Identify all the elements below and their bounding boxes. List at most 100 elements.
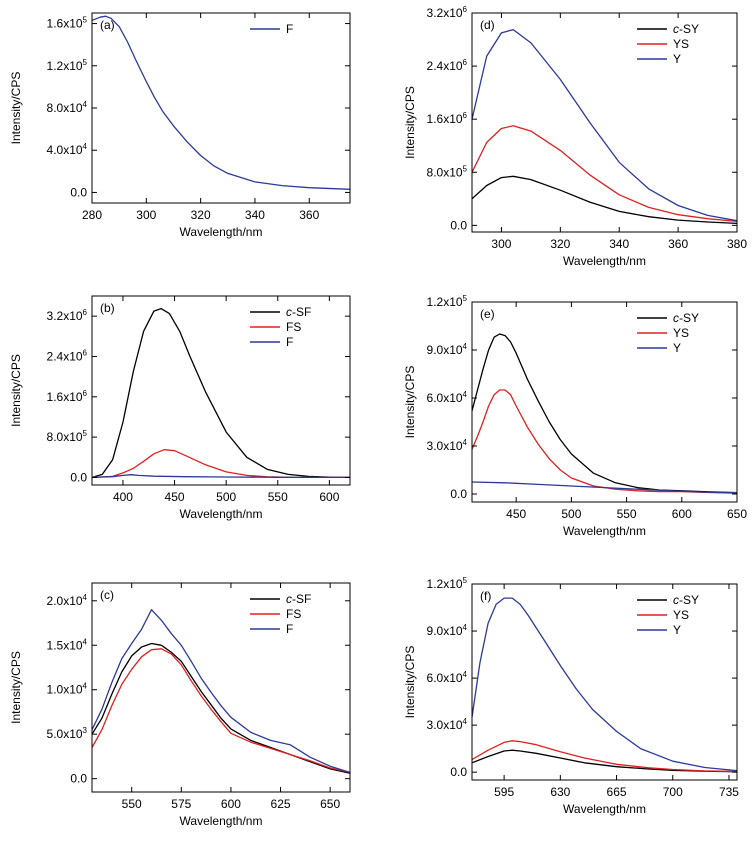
y-tick-label: 0.0	[70, 470, 87, 484]
chart-panel: 450 500 550 600 650 0.0 3.0x104 6.0x104 9.0x104 1…	[403, 294, 747, 538]
y-tick-label: 0.0	[70, 772, 87, 786]
panel-label: (a)	[100, 18, 115, 32]
y-axis-label: Intensity/CPS	[9, 354, 23, 427]
legend-label: F	[286, 622, 293, 636]
legend-label: c-SY	[673, 311, 699, 325]
plot-frame	[471, 583, 738, 781]
panel-label: (d)	[480, 18, 495, 32]
x-tick-label: 340	[245, 208, 265, 222]
legend-label: c-SF	[286, 305, 311, 319]
y-tick-label: 8.0x105	[427, 164, 468, 179]
legend-label: Y	[673, 52, 681, 66]
x-tick-label: 735	[719, 785, 739, 799]
x-tick-label: 500	[561, 507, 581, 521]
x-tick-label: 595	[494, 785, 514, 799]
y-axis-label: Intensity/CPS	[9, 651, 23, 724]
chart-panel: 400 450 500 550 600 0.0 8.0x105 1.6x106 2.4x106 3…	[9, 295, 351, 521]
legend-label: c-SF	[286, 592, 311, 606]
y-tick-label: 0.0	[450, 218, 467, 232]
chart-panel: 300 320 340 360 380 0.0 8.0x105 1.6x106 2.4x106 3…	[403, 5, 747, 268]
y-axis-label: Intensity/CPS	[403, 86, 417, 159]
x-tick-label: 650	[727, 507, 747, 521]
y-tick-label: 8.0x105	[47, 429, 88, 444]
series-line	[92, 15, 350, 190]
plot-frame	[471, 12, 738, 233]
x-tick-label: 280	[82, 208, 102, 222]
y-tick-label: 3.0x104	[427, 717, 468, 732]
chart-panel: 595 630 665 700 735 0.0 3.0x104 6.0x104 9.0x104 1…	[403, 576, 739, 816]
x-axis-label: Wavelength/nm	[180, 814, 263, 828]
x-tick-label: 300	[491, 237, 511, 251]
y-tick-label: 9.0x104	[427, 342, 468, 357]
y-tick-label: 4.0x104	[47, 142, 88, 157]
y-tick-label: 2.0x104	[47, 593, 88, 608]
x-tick-label: 550	[268, 490, 288, 504]
panel-label: (e)	[480, 307, 495, 321]
y-tick-label: 3.0x104	[427, 438, 468, 453]
legend-label: c-SY	[673, 593, 699, 607]
series-line	[92, 648, 350, 774]
x-tick-label: 600	[319, 490, 339, 504]
legend-label: Y	[673, 341, 681, 355]
series-line	[92, 307, 350, 479]
series-line	[472, 597, 737, 772]
series-line	[472, 333, 737, 494]
y-tick-label: 1.6x106	[47, 389, 88, 404]
x-tick-label: 550	[122, 797, 142, 811]
y-tick-label: 2.4x106	[427, 58, 468, 73]
series-line	[472, 28, 737, 222]
legend-label: YS	[673, 326, 689, 340]
chart-panel: 280 300 320 340 360 0.0 4.0x104 8.0x104 1.2x105 1…	[9, 12, 351, 239]
plot-frame	[91, 12, 351, 204]
x-tick-label: 320	[191, 208, 211, 222]
x-tick-label: 380	[727, 237, 747, 251]
panel-label: (b)	[100, 301, 115, 315]
y-tick-label: 1.6x105	[47, 16, 88, 31]
y-tick-label: 5.0x103	[47, 726, 88, 741]
plot-frame	[471, 301, 738, 503]
x-tick-label: 400	[113, 490, 133, 504]
series-line	[92, 474, 350, 479]
y-axis-label: Intensity/CPS	[403, 366, 417, 439]
y-tick-label: 1.6x106	[427, 111, 468, 126]
y-tick-label: 1.2x105	[427, 294, 468, 309]
x-tick-label: 650	[320, 797, 340, 811]
y-tick-label: 0.0	[450, 487, 467, 501]
x-tick-label: 360	[299, 208, 319, 222]
x-tick-label: 450	[165, 490, 185, 504]
y-tick-label: 9.0x104	[427, 623, 468, 638]
series-line	[472, 481, 737, 494]
y-tick-label: 1.2x105	[47, 58, 88, 73]
x-tick-label: 625	[271, 797, 291, 811]
y-tick-label: 6.0x104	[427, 670, 468, 685]
legend-label: YS	[673, 37, 689, 51]
legend-label: F	[286, 22, 293, 36]
legend-label: F	[286, 335, 293, 349]
x-tick-label: 550	[617, 507, 637, 521]
y-tick-label: 0.0	[450, 765, 467, 779]
x-axis-label: Wavelength/nm	[563, 254, 646, 268]
y-tick-label: 1.2x105	[427, 576, 468, 591]
series-line	[92, 449, 350, 479]
x-axis-label: Wavelength/nm	[563, 802, 646, 816]
y-tick-label: 2.4x106	[47, 348, 88, 363]
x-tick-label: 360	[668, 237, 688, 251]
y-tick-label: 1.5x104	[47, 637, 88, 652]
plot-frame	[91, 295, 351, 486]
series-line	[472, 389, 737, 494]
x-axis-label: Wavelength/nm	[180, 225, 263, 239]
x-tick-label: 575	[171, 797, 191, 811]
x-tick-label: 600	[672, 507, 692, 521]
y-tick-label: 3.2x106	[427, 5, 468, 20]
series-line	[92, 609, 350, 774]
y-axis-label: Intensity/CPS	[403, 646, 417, 719]
y-axis-label: Intensity/CPS	[9, 72, 23, 145]
y-tick-label: 3.2x106	[47, 308, 88, 323]
x-tick-label: 320	[550, 237, 570, 251]
y-tick-label: 8.0x104	[47, 100, 88, 115]
legend-label: Y	[673, 623, 681, 637]
legend-label: FS	[286, 607, 301, 621]
x-tick-label: 340	[609, 237, 629, 251]
x-tick-label: 665	[607, 785, 627, 799]
